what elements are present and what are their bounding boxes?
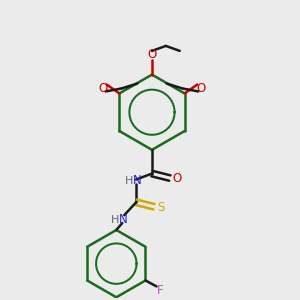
Text: O: O [147, 48, 157, 61]
Text: N: N [119, 213, 128, 226]
Text: F: F [157, 284, 164, 297]
Text: O: O [197, 82, 206, 95]
Text: O: O [98, 82, 107, 95]
Text: H: H [111, 215, 119, 225]
Text: N: N [133, 174, 142, 187]
Text: S: S [157, 201, 165, 214]
Text: O: O [172, 172, 182, 185]
Text: H: H [125, 176, 134, 187]
